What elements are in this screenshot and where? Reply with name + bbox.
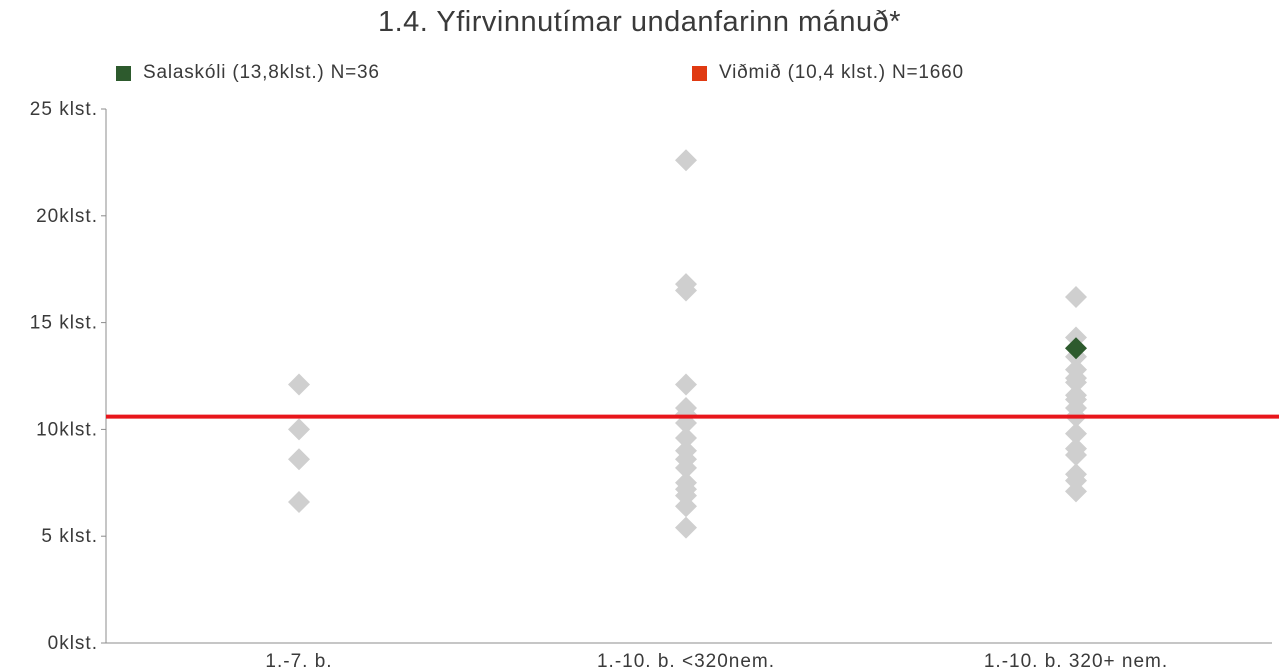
- x-tick-label: 1.-10. b. <320nem.: [597, 651, 775, 671]
- data-point: [675, 426, 697, 449]
- data-point: [675, 495, 697, 518]
- y-tick-label: 5 klst.: [41, 526, 98, 547]
- data-point: [288, 373, 310, 396]
- data-point: [1065, 444, 1087, 467]
- data-point: [675, 456, 697, 479]
- data-point: [288, 418, 310, 441]
- y-tick-label: 10klst.: [36, 419, 98, 440]
- y-tick-label: 20klst.: [36, 206, 98, 227]
- data-point: [288, 491, 310, 514]
- x-axis: 1.-7. b. 1.-10. b. <320nem. 1.-10. b. 320+…: [106, 642, 1272, 671]
- x-tick-label: 1.-10. b. 320+ nem.: [984, 651, 1168, 671]
- data-point: [675, 516, 697, 539]
- legend-swatch-vidmid: [692, 65, 707, 81]
- legend-item-salaskoli: Salaskóli (13,8klst.) N=36: [116, 60, 380, 86]
- legend-label-vidmid: Viðmið (10,4 klst.) N=1660: [719, 62, 964, 83]
- chart-title: 1.4. Yfirvinnutímar undanfarinn mánuð*: [377, 6, 902, 38]
- y-tick-label: 25 klst.: [30, 99, 98, 120]
- legend-item-vidmid: Viðmið (10,4 klst.) N=1660: [692, 60, 964, 86]
- legend-label-salaskoli: Salaskóli (13,8klst.) N=36: [143, 62, 380, 83]
- data-point: [675, 149, 697, 172]
- legend-swatch-salaskoli: [116, 65, 131, 81]
- data-points: [288, 149, 1087, 539]
- data-point: [1065, 480, 1087, 503]
- y-tick-label: 0klst.: [48, 633, 98, 654]
- data-point: [288, 448, 310, 471]
- y-axis: 0klst. 5 klst. 10klst. 15 klst. 20klst. 25 kl…: [30, 99, 107, 654]
- data-point: [1065, 285, 1087, 308]
- data-point: [675, 279, 697, 302]
- data-point: [1065, 422, 1087, 445]
- y-tick-label: 15 klst.: [30, 313, 98, 334]
- x-tick-label: 1.-7. b.: [265, 651, 332, 671]
- data-point: [1065, 371, 1087, 394]
- data-point: [675, 373, 697, 396]
- highlight-point-salaskoli: [1065, 337, 1087, 360]
